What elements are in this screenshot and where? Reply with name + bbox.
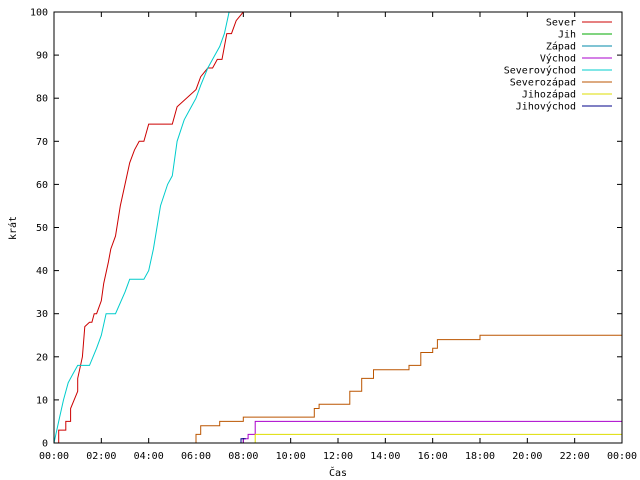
legend-label: Sever — [546, 18, 576, 29]
x-tick-label: 02:00 — [86, 451, 116, 462]
x-tick-label: 22:00 — [560, 451, 590, 462]
y-tick-label: 50 — [36, 223, 48, 234]
legend-label: Východ — [540, 53, 576, 65]
legend: SeverJihZápadVýchodSeverovýchodSeverozáp… — [504, 18, 612, 113]
legend-label: Severovýchod — [504, 65, 576, 77]
x-tick-label: 00:00 — [607, 451, 637, 462]
y-tick-label: 100 — [30, 8, 48, 19]
x-tick-label: 06:00 — [181, 451, 211, 462]
legend-label: Jih — [558, 30, 576, 41]
x-tick-label: 16:00 — [418, 451, 448, 462]
y-tick-label: 30 — [36, 309, 48, 320]
x-tick-label: 18:00 — [465, 451, 495, 462]
x-tick-label: 12:00 — [323, 451, 353, 462]
y-tick-label: 40 — [36, 266, 48, 277]
y-tick-label: 60 — [36, 180, 48, 191]
y-tick-label: 70 — [36, 137, 48, 148]
legend-label: Severozápad — [510, 77, 576, 89]
legend-label: Jihovýchod — [516, 101, 576, 113]
y-tick-label: 20 — [36, 352, 48, 363]
plot-frame — [53, 11, 623, 444]
series-line-7 — [240, 438, 246, 443]
y-tick-label: 0 — [42, 439, 48, 450]
y-tick-label: 80 — [36, 94, 48, 105]
legend-label: Jihozápad — [522, 89, 576, 101]
series-line-5 — [195, 334, 622, 443]
series-line-4 — [54, 12, 234, 443]
legend-label: Západ — [546, 41, 576, 53]
y-axis-label: krát — [7, 216, 19, 240]
series-lines — [54, 12, 622, 443]
x-tick-label: 00:00 — [39, 451, 69, 462]
x-tick-label: 10:00 — [276, 451, 306, 462]
series-line-6 — [254, 433, 622, 443]
series-line-0 — [58, 12, 263, 443]
y-tick-label: 10 — [36, 395, 48, 406]
x-tick-label: 04:00 — [134, 451, 164, 462]
x-tick-label: 14:00 — [370, 451, 400, 462]
y-tick-label: 90 — [36, 51, 48, 62]
x-tick-label: 20:00 — [512, 451, 542, 462]
x-tick-label: 08:00 — [228, 451, 258, 462]
ticks: 0 10 20 30 40 50 60 70 80 90 100 00:00 02:00 04:00 06:… — [30, 8, 637, 463]
x-axis-label: Čas — [329, 466, 347, 479]
